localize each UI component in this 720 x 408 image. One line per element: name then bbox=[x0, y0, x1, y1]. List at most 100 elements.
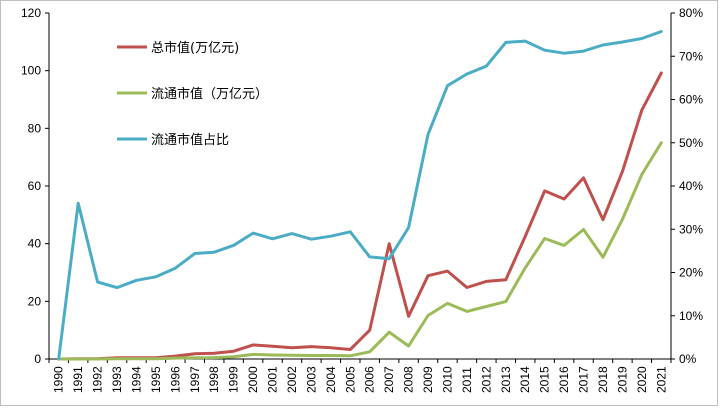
series-2-point bbox=[174, 266, 177, 270]
series-0-point bbox=[213, 352, 216, 355]
series-2-point bbox=[582, 49, 585, 53]
series-1-point bbox=[582, 228, 585, 231]
left-tick-label: 0 bbox=[34, 352, 41, 366]
series-2-point bbox=[57, 357, 60, 361]
series-2-point bbox=[504, 41, 507, 44]
series-1-point bbox=[562, 244, 566, 247]
series-2-point bbox=[621, 40, 624, 44]
series-1-point bbox=[310, 354, 313, 357]
series-0-point bbox=[310, 345, 313, 348]
series-0-point bbox=[485, 280, 488, 283]
series-2-point bbox=[271, 237, 274, 240]
right-tick-label: 0% bbox=[679, 352, 697, 366]
series-1-point bbox=[407, 344, 410, 348]
x-tick-label: 2008 bbox=[402, 366, 416, 393]
series-1-point bbox=[640, 173, 644, 176]
x-tick-label: 2002 bbox=[285, 366, 299, 393]
x-tick-label: 2009 bbox=[421, 366, 435, 393]
series-line-0 bbox=[57, 71, 663, 361]
series-0-point bbox=[290, 346, 294, 349]
series-1-point bbox=[213, 356, 216, 359]
series-2-point bbox=[465, 72, 469, 76]
x-tick-label: 1997 bbox=[188, 366, 202, 393]
series-1-point bbox=[193, 356, 196, 360]
series-0-point bbox=[621, 170, 624, 173]
left-tick-label: 60 bbox=[28, 179, 42, 193]
series-0-point bbox=[349, 348, 352, 351]
series-0-point bbox=[232, 350, 235, 353]
x-tick-label: 2004 bbox=[324, 366, 338, 393]
series-2-point bbox=[290, 232, 294, 235]
series-1-point bbox=[387, 330, 391, 334]
x-tick-label: 1993 bbox=[110, 366, 124, 393]
right-axis-ticks: 0% 10% 20% 30% 40% 50% 60% 70% 80% bbox=[671, 6, 703, 366]
x-tick-label: 2014 bbox=[518, 366, 532, 393]
series-1-point bbox=[96, 357, 99, 361]
left-tick-label: 80 bbox=[28, 121, 42, 135]
series-2-point bbox=[310, 237, 313, 241]
series-2-point bbox=[407, 226, 410, 229]
series-2-point bbox=[213, 250, 216, 254]
x-tick-label: 2021 bbox=[654, 366, 668, 393]
x-tick-label: 1998 bbox=[207, 366, 221, 393]
series-0-point bbox=[271, 345, 274, 348]
series-1-point bbox=[426, 314, 430, 317]
series-2-point bbox=[485, 64, 488, 68]
x-tick-label: 1992 bbox=[91, 366, 105, 393]
series-1-point bbox=[251, 353, 255, 356]
x-tick-label: 2019 bbox=[615, 366, 629, 393]
series-line-2 bbox=[57, 30, 663, 361]
series-1-point bbox=[621, 218, 624, 221]
right-tick-label: 80% bbox=[679, 6, 703, 20]
series-1-point bbox=[660, 141, 663, 144]
x-tick-label: 2005 bbox=[343, 366, 357, 393]
x-tick-label: 2011 bbox=[460, 367, 474, 393]
x-tick-label: 1991 bbox=[71, 366, 85, 393]
x-tick-label: 1994 bbox=[129, 366, 143, 393]
series-2-point bbox=[368, 255, 371, 259]
series-1-point bbox=[446, 302, 449, 305]
x-tick-label: 1996 bbox=[168, 366, 182, 393]
series-line-1 bbox=[57, 141, 663, 361]
series-0-point bbox=[329, 346, 333, 349]
x-tick-label: 2007 bbox=[382, 366, 396, 393]
series-1-point bbox=[329, 354, 333, 357]
series-0-point bbox=[562, 197, 566, 201]
x-tick-label: 2015 bbox=[538, 366, 552, 393]
series-0-point bbox=[407, 315, 410, 318]
series-2-point bbox=[543, 48, 546, 52]
series-2-point bbox=[387, 257, 391, 260]
left-axis-ticks: 0 20 40 60 80 100 120 bbox=[21, 6, 49, 366]
x-tick-label: 2003 bbox=[304, 366, 318, 393]
legend: 总市值(万亿元) 流通市值（万亿元） 流通市值占比 bbox=[117, 40, 268, 148]
series-1-point bbox=[290, 354, 294, 357]
x-tick-label: 2013 bbox=[499, 366, 513, 393]
series-lines bbox=[57, 30, 663, 361]
series-2-point bbox=[660, 30, 663, 33]
series-0-point bbox=[387, 242, 391, 245]
series-2-point bbox=[524, 39, 527, 43]
series-1-point bbox=[465, 310, 469, 313]
left-tick-label: 120 bbox=[21, 6, 41, 20]
series-1-point bbox=[76, 357, 80, 361]
series-2-point bbox=[329, 234, 333, 238]
left-tick-label: 40 bbox=[28, 237, 42, 251]
series-2-point bbox=[232, 244, 235, 247]
x-tick-label: 2018 bbox=[596, 366, 610, 393]
series-2-point bbox=[96, 280, 99, 284]
x-axis-ticks: 1990 1991 1992 1993 1994 1995 1996 1997 1998 1999… bbox=[48, 359, 672, 393]
series-0-point bbox=[660, 71, 663, 75]
series-0-point bbox=[426, 274, 430, 277]
series-1-point bbox=[174, 356, 177, 360]
x-tick-label: 2012 bbox=[479, 366, 493, 393]
series-2-point bbox=[349, 230, 352, 234]
series-1-point bbox=[135, 357, 138, 360]
x-tick-label: 1990 bbox=[52, 366, 66, 393]
legend-label-0: 总市值(万亿元) bbox=[151, 40, 239, 56]
x-tick-label: 1995 bbox=[149, 366, 163, 393]
x-tick-label: 2010 bbox=[440, 366, 454, 393]
right-tick-label: 20% bbox=[679, 266, 703, 280]
series-1-point bbox=[115, 357, 119, 360]
series-2-point bbox=[426, 133, 430, 136]
